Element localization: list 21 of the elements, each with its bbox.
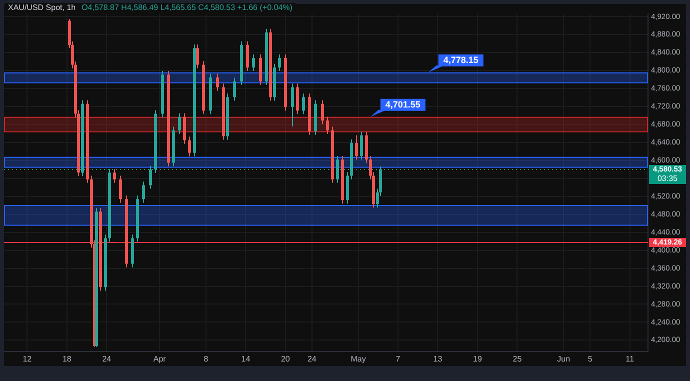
x-tick-label: 12 <box>22 354 32 364</box>
chart-title: XAU/USD Spot, 1h <box>8 3 76 12</box>
x-tick-label: 25 <box>512 354 522 364</box>
x-tick-label: Apr <box>153 354 166 364</box>
x-tick-label: 19 <box>473 354 482 364</box>
x-tick-label: 24 <box>307 354 317 364</box>
x-tick-label: 24 <box>102 354 112 364</box>
x-tick-label: 8 <box>204 354 209 364</box>
chart-subtitle: O4,578.87 H4,586.49 L4,565.65 C4,580.53 +1.66 (+0.04%) <box>82 3 293 12</box>
annotation: 4,778.15 <box>443 54 478 65</box>
x-tick-label: May <box>350 354 366 364</box>
annotation: 4,701.55 <box>385 99 420 110</box>
x-tick-label: Jun <box>557 354 570 364</box>
x-tick-label: 7 <box>396 354 401 364</box>
x-tick-label: 11 <box>626 354 634 364</box>
x-tick-label: 20 <box>280 354 290 364</box>
x-tick-label: 13 <box>433 354 443 364</box>
x-tick-label: 5 <box>588 354 593 364</box>
text: 03:35 <box>657 174 678 184</box>
x-tick-label: 14 <box>241 354 251 364</box>
x-tick-label: 18 <box>62 354 72 364</box>
